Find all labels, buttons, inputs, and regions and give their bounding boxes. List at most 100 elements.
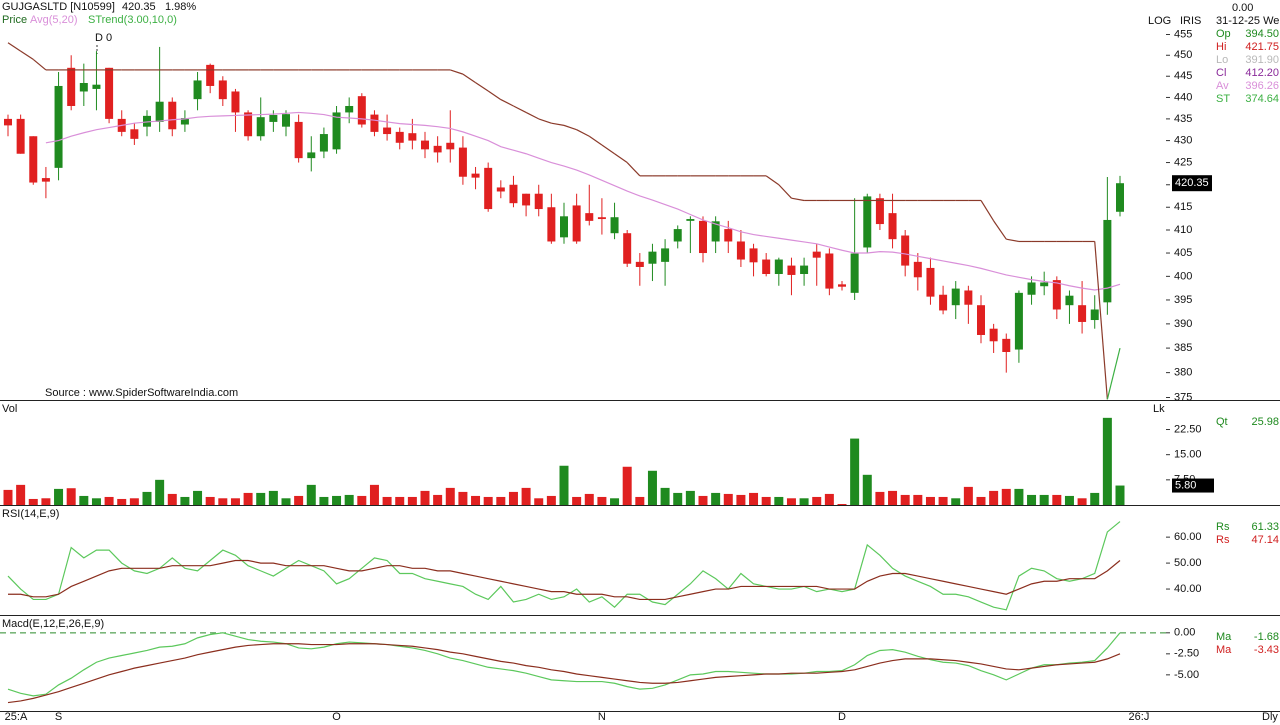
indicator-line (7, 521, 1121, 611)
volume-bar (243, 492, 253, 505)
change: 1.98% (165, 1, 196, 13)
y-tick-label: 440 (1174, 91, 1192, 103)
candle-body (989, 328, 998, 342)
volume-bar (723, 493, 733, 505)
x-tick-label: S (55, 711, 62, 723)
candle-body (41, 178, 50, 182)
volume-bar (1102, 417, 1112, 505)
candle-body (534, 193, 543, 210)
candle-body (913, 261, 922, 278)
candle-body (509, 184, 518, 204)
volume-bar (1077, 498, 1087, 505)
volume-bar (534, 498, 544, 505)
x-tick-label: 26:J (1129, 711, 1150, 723)
volume-bar (584, 493, 594, 505)
candle-body (522, 193, 531, 206)
candle-body (812, 251, 821, 258)
candle-body (357, 96, 366, 125)
volume-bar (736, 494, 746, 505)
supertrend-segment (525, 111, 540, 120)
candle-body (433, 145, 442, 153)
legend-entry: STrend(3.00,10,0) (88, 14, 177, 26)
candle-body (547, 207, 556, 242)
volume-bar (774, 496, 784, 505)
candle-body (345, 105, 354, 113)
last-price: 420.35 (122, 1, 156, 13)
volume-bar (3, 489, 13, 505)
candle-body (1078, 305, 1087, 322)
readout-value: 61.33 (1251, 521, 1279, 533)
volume-bar (546, 495, 556, 505)
volume-bar (319, 496, 329, 505)
candle-body (572, 205, 581, 242)
volume-bar (332, 495, 342, 505)
volume-bar (420, 490, 430, 505)
candle-body (332, 112, 341, 150)
volume-bar (66, 488, 76, 505)
y-tick-label: -2.50 (1174, 648, 1199, 660)
y-tick-label: 425 (1174, 156, 1192, 168)
y-tick-label: 40.00 (1174, 583, 1202, 595)
volume-bar (268, 490, 278, 505)
x-tick-label: O (332, 711, 341, 723)
volume-bar (862, 474, 872, 505)
supertrend-segment (487, 90, 502, 101)
price-legend: Price (2, 14, 27, 26)
unit-label: Lk (1153, 403, 1165, 415)
volume-bar (41, 498, 51, 505)
supertrend-segment (500, 99, 514, 107)
supertrend-segment (513, 105, 527, 113)
volume-bar (471, 495, 481, 505)
candle-body (256, 117, 265, 137)
volume-bar (294, 495, 304, 505)
supertrend-segment (1106, 347, 1121, 400)
candle-body (926, 267, 935, 297)
candle-body (16, 118, 25, 154)
volume-bar (193, 490, 203, 505)
supertrend-segment (993, 220, 1007, 240)
info-value: 391.90 (1245, 54, 1279, 66)
candle-body (67, 67, 76, 106)
volume-bar (1090, 492, 1100, 505)
info-label: Cl (1216, 67, 1226, 79)
volume-bar (104, 496, 114, 505)
legend-entry: Avg(5,20) (30, 14, 78, 26)
candle-body (370, 114, 379, 132)
supertrend-segment (588, 135, 603, 146)
volume-bar (1014, 488, 1024, 505)
info-label: ST (1216, 93, 1230, 105)
volume-tag (1172, 478, 1214, 493)
candle-body (863, 196, 872, 248)
y-tick-label: 22.50 (1174, 423, 1202, 435)
volume-bar (610, 498, 620, 505)
candle-body (850, 253, 859, 293)
panel-title: RSI(14,E,9) (2, 508, 59, 520)
volume-bar (673, 492, 683, 505)
volume-bar (989, 490, 999, 505)
candle-body (383, 127, 392, 135)
supertrend-segment (475, 82, 489, 92)
info-value: 421.75 (1245, 41, 1279, 53)
x-tick-label: N (598, 711, 606, 723)
candle-body (597, 217, 606, 220)
volume-bar (1027, 494, 1037, 505)
candle-body (749, 248, 758, 263)
candle-body (105, 67, 114, 119)
volume-bar (900, 494, 910, 505)
candle-body (825, 253, 834, 289)
readout-value: -1.68 (1254, 631, 1279, 643)
y-tick-label: 400 (1174, 270, 1192, 282)
candle-body (206, 64, 215, 86)
supertrend-segment (20, 50, 34, 60)
candle-body (446, 142, 455, 150)
volume-bar (205, 496, 215, 505)
volume-bar (117, 498, 127, 505)
y-tick-label: 50.00 (1174, 557, 1202, 569)
candle-body (977, 305, 985, 335)
y-tick-label: 395 (1174, 294, 1192, 306)
candle-body (774, 259, 783, 275)
candle-body (901, 235, 910, 266)
indicator-line (45, 111, 1121, 291)
candle-body (168, 101, 177, 130)
